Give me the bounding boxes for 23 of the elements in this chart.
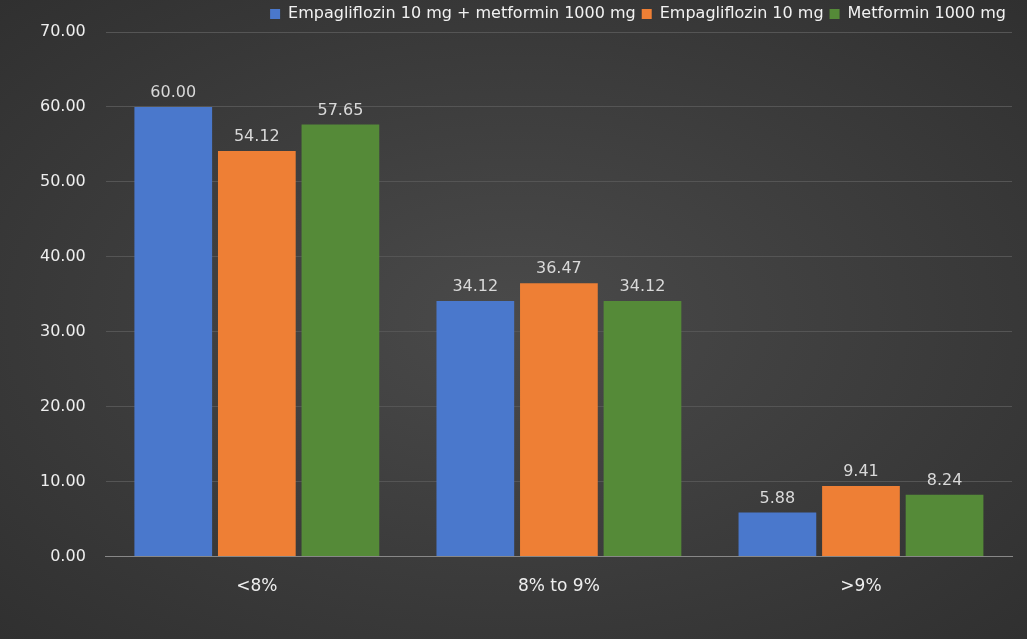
legend-label: Metformin 1000 mg [847,3,1007,23]
data-label: 9.41 [843,461,879,481]
x-tick-label: >9% [840,575,882,596]
x-tick-label: 8% to 9% [518,575,600,596]
y-tick-label: 20.00 [39,395,86,415]
data-label: 60.00 [150,82,197,102]
data-label: 54.12 [233,126,280,146]
data-label: 34.12 [619,276,666,296]
x-tick-label: <8% [236,575,278,596]
y-tick-label: 60.00 [39,96,86,116]
y-tick-label: 70.00 [39,21,86,41]
y-tick-label: 50.00 [39,171,86,191]
y-tick-label: 40.00 [39,245,86,265]
legend-label: Empagliflozin 10 mg + metformin 1000 mg [288,3,636,23]
data-label: 5.88 [759,487,796,507]
y-tick-label: 10.00 [39,470,86,490]
data-label: 8.24 [926,470,963,489]
data-label: 34.12 [452,276,499,296]
y-tick-label: 0.00 [50,545,86,565]
data-label: 36.47 [536,258,582,278]
data-label: 57.65 [317,99,364,119]
y-tick-label: 30.00 [39,320,86,340]
legend-label: Empagliflozin 10 mg [659,3,824,23]
